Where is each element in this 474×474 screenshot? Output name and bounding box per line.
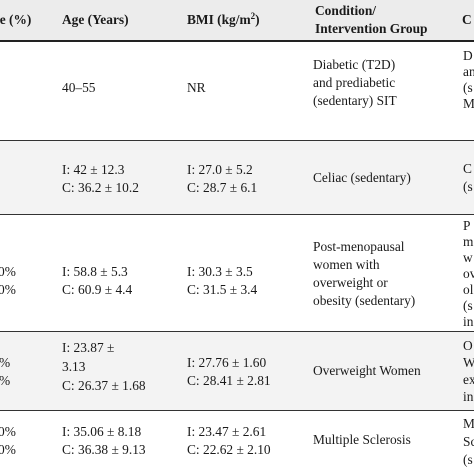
row3-condition-line: obesity (sedentary) xyxy=(313,293,416,308)
row2-age: I: 42 ± 12.3 C: 36.2 ± 10.2 xyxy=(62,161,139,197)
row5-col0-line: 0% xyxy=(0,442,16,457)
row3-col0-line: 0% xyxy=(0,282,16,297)
row1-col4: D an (s M xyxy=(463,48,474,112)
row5-col4-line: M xyxy=(463,416,474,431)
row4-col4: O W ex in xyxy=(463,337,474,405)
row5-condition: Multiple Sclerosis xyxy=(313,432,411,448)
header-bmi-sup: 2 xyxy=(250,11,256,21)
row-separator xyxy=(0,331,474,332)
row1-col4-line: (s xyxy=(463,80,473,95)
row2-col4: C (s xyxy=(463,160,473,196)
row3-bmi-line: I: 30.3 ± 3.5 xyxy=(187,264,253,279)
row3-col4-line: ov xyxy=(463,266,474,281)
row-separator xyxy=(0,214,474,215)
row3-col4-line: w xyxy=(463,250,473,265)
row5-bmi-line: C: 22.62 ± 2.10 xyxy=(187,442,271,457)
row3-age-line: C: 60.9 ± 4.4 xyxy=(62,282,133,297)
row4-col0-line: % xyxy=(0,355,11,370)
row2-col4-line: (s xyxy=(463,179,473,194)
row-separator xyxy=(0,140,474,141)
row4-bmi-line: C: 28.41 ± 2.81 xyxy=(187,373,271,388)
row4-age-line: I: 23.87 ± xyxy=(62,340,115,355)
header-bmi: BMI (kg/m2) xyxy=(187,12,260,28)
header-condition-line2: Intervention Group xyxy=(315,21,428,36)
header-col4: C xyxy=(462,12,472,27)
row1-condition-line: Diabetic (T2D) xyxy=(313,57,396,72)
row4-condition-line: Overweight Women xyxy=(313,363,421,378)
row4-col4-line: in xyxy=(463,389,474,404)
row-separator xyxy=(0,410,474,411)
row1-col4-line: an xyxy=(463,64,474,79)
row2-age-line: I: 42 ± 12.3 xyxy=(62,162,125,177)
header-condition: Condition/ Intervention Group xyxy=(315,2,427,38)
row3-col4-line: ol xyxy=(463,282,474,297)
row4-condition: Overweight Women xyxy=(313,363,421,379)
row3-condition-line: women with xyxy=(313,257,380,272)
row5-condition-line: Multiple Sclerosis xyxy=(313,432,411,447)
row4-col4-line: O xyxy=(463,338,473,353)
row4-col4-line: ex xyxy=(463,372,474,387)
row1-col4-line: M xyxy=(463,96,474,111)
row4-age-line: C: 26.37 ± 1.68 xyxy=(62,378,146,393)
row5-age-line: I: 35.06 ± 8.18 xyxy=(62,424,142,439)
row4-bmi: I: 27.76 ± 1.60 C: 28.41 ± 2.81 xyxy=(187,354,271,390)
row4-bmi-line: I: 27.76 ± 1.60 xyxy=(187,355,267,370)
row5-col0-line: 0% xyxy=(0,424,16,439)
row1-condition-line: and prediabetic xyxy=(313,75,396,90)
row2-bmi: I: 27.0 ± 5.2 C: 28.7 ± 6.1 xyxy=(187,161,257,197)
row4-shade xyxy=(0,332,474,410)
row5-col4-line: Sc xyxy=(463,434,474,449)
row2-bmi-line: C: 28.7 ± 6.1 xyxy=(187,180,258,195)
header-age: Age (Years) xyxy=(62,12,129,27)
row3-bmi-line: C: 31.5 ± 3.4 xyxy=(187,282,258,297)
header-bottom-rule xyxy=(0,40,474,42)
row3-col4-line: (s xyxy=(463,298,473,313)
row3-col0: 0% 0% xyxy=(0,263,16,299)
table-header xyxy=(0,0,474,40)
row3-col4-line: P xyxy=(463,218,471,233)
row3-age: I: 58.8 ± 5.3 C: 60.9 ± 4.4 xyxy=(62,263,132,299)
row2-condition-line: Celiac (sedentary) xyxy=(313,170,411,185)
row1-condition-line: (sedentary) SIT xyxy=(313,93,397,108)
row3-condition-line: Post-menopausal xyxy=(313,239,405,254)
row5-col4-line: (s xyxy=(463,452,473,467)
row2-condition: Celiac (sedentary) xyxy=(313,170,411,186)
row2-col4-line: C xyxy=(463,161,472,176)
row5-bmi-line: I: 23.47 ± 2.61 xyxy=(187,424,267,439)
row2-age-line: C: 36.2 ± 10.2 xyxy=(62,180,139,195)
row3-col4-line: in xyxy=(463,314,474,329)
row1-age: 40–55 xyxy=(62,80,95,96)
header-bmi-close: ) xyxy=(255,12,260,27)
header-bmi-label: BMI (kg/m xyxy=(187,12,251,27)
row1-col4-line: D xyxy=(463,48,473,63)
row5-col0: 0% 0% xyxy=(0,423,16,459)
row4-age-line: 3.13 xyxy=(62,359,86,374)
row4-col0: % % xyxy=(0,354,10,390)
row3-col4-line: m xyxy=(463,234,474,249)
row3-col4: P m w ov ol (s in xyxy=(463,218,474,330)
row2-bmi-line: I: 27.0 ± 5.2 xyxy=(187,162,253,177)
row1-bmi-line: NR xyxy=(187,80,206,95)
row5-age: I: 35.06 ± 8.18 C: 36.38 ± 9.13 xyxy=(62,423,146,459)
row3-col0-line: 0% xyxy=(0,264,16,279)
row3-age-line: I: 58.8 ± 5.3 xyxy=(62,264,128,279)
row1-condition: Diabetic (T2D) and prediabetic (sedentar… xyxy=(313,56,397,110)
row4-col0-line: % xyxy=(0,373,11,388)
row2-shade xyxy=(0,141,474,214)
header-condition-line1: Condition/ xyxy=(315,3,377,18)
row3-bmi: I: 30.3 ± 3.5 C: 31.5 ± 3.4 xyxy=(187,263,257,299)
row4-col4-line: W xyxy=(463,355,474,370)
row4-age: I: 23.87 ± 3.13 C: 26.37 ± 1.68 xyxy=(62,338,146,395)
row3-condition: Post-menopausal women with overweight or… xyxy=(313,238,415,310)
row3-condition-line: overweight or xyxy=(313,275,388,290)
row1-bmi: NR xyxy=(187,80,206,96)
row5-col4: M Sc (s xyxy=(463,415,474,469)
row5-age-line: C: 36.38 ± 9.13 xyxy=(62,442,146,457)
header-col0: le (%) xyxy=(0,12,32,27)
row1-age-line: 40–55 xyxy=(62,80,96,95)
row5-bmi: I: 23.47 ± 2.61 C: 22.62 ± 2.10 xyxy=(187,423,271,459)
